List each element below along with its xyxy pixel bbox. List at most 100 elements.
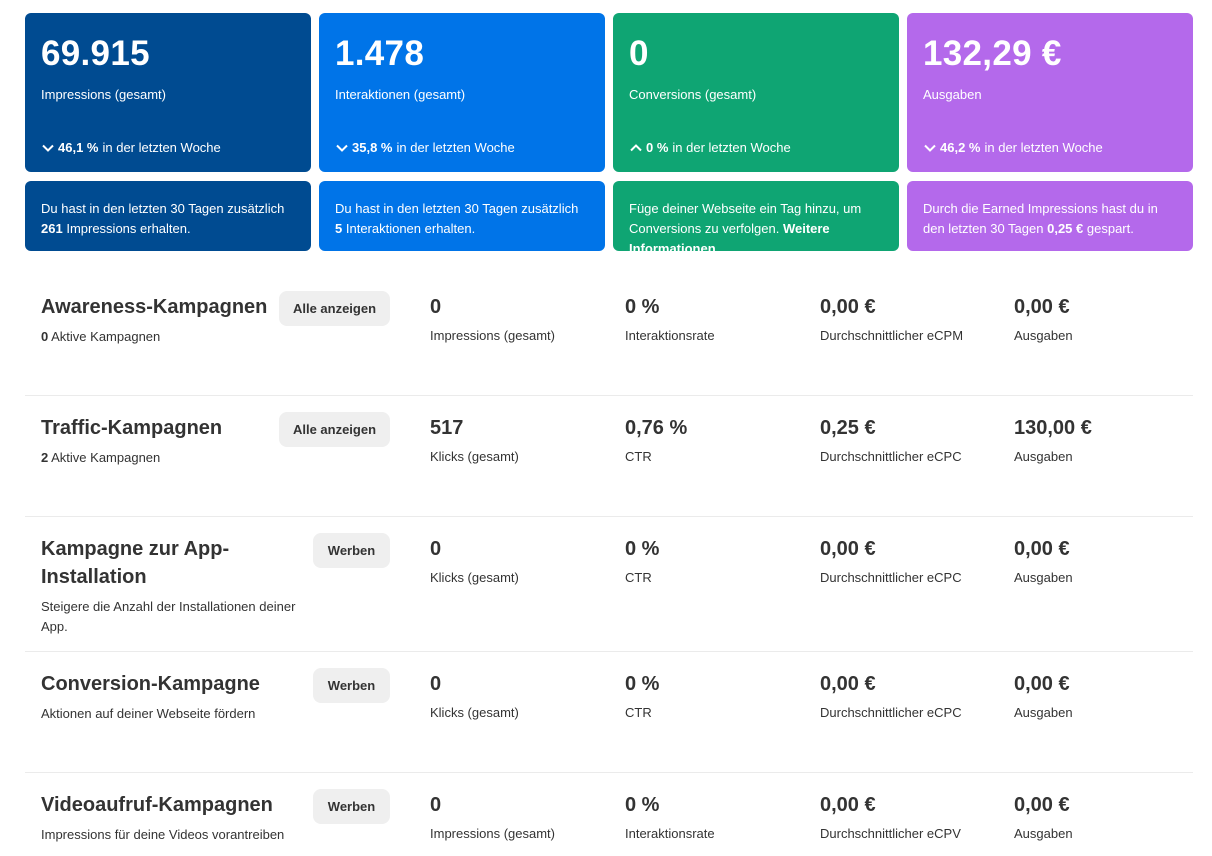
metric-clicks: 0 Klicks (gesamt) [430, 671, 610, 722]
metric-ctr: 0,76 % CTR [625, 415, 805, 466]
interactions-trend-value: 35,8 % [352, 140, 393, 155]
metric-label: Interaktionsrate [625, 826, 715, 841]
metric-value: 517 [430, 417, 464, 439]
interactions-trend-text: in der letzten Woche [396, 140, 515, 155]
campaign-subtitle: Impressions für deine Videos vorantreibe… [41, 827, 285, 842]
impressions-note-end: Impressions erhalten. [66, 221, 191, 236]
metric-value: 0,00 € [1014, 673, 1070, 695]
metric-label: Impressions (gesamt) [430, 826, 555, 841]
metric-spend: 0,00 € Ausgaben [1014, 792, 1194, 843]
metric-engagement-rate: 0 % Interaktionsrate [625, 294, 805, 345]
interactions-note-end: Interaktionen erhalten. [345, 221, 476, 236]
spend-note: Durch die Earned Impressions hast du in … [907, 181, 1193, 251]
metric-impressions: 0 Impressions (gesamt) [430, 792, 610, 843]
metric-label: Interaktionsrate [625, 328, 715, 343]
metric-ecpc: 0,25 € Durchschnittlicher eCPC [820, 415, 1000, 466]
impressions-trend: 46,1 % in der letzten Woche [41, 139, 221, 157]
impressions-label: Impressions (gesamt) [41, 87, 166, 102]
spend-trend-text: in der letzten Woche [984, 140, 1103, 155]
metric-label: Ausgaben [1014, 328, 1073, 343]
conversions-trend-value: 0 % [646, 140, 669, 155]
metric-value: 0 % [625, 673, 660, 695]
metric-label: Klicks (gesamt) [430, 705, 519, 720]
active-label: Aktive Kampagnen [51, 329, 161, 344]
impressions-note: Du hast in den letzten 30 Tagen zusätzli… [25, 181, 311, 251]
interactions-note: Du hast in den letzten 30 Tagen zusätzli… [319, 181, 605, 251]
metric-label: CTR [625, 570, 652, 585]
interactions-card[interactable]: 1.478 Interaktionen (gesamt) 35,8 % in d… [319, 13, 605, 172]
metric-spend: 130,00 € Ausgaben [1014, 415, 1194, 466]
spend-note-end: gespart. [1086, 221, 1134, 236]
promote-button[interactable]: Werben [313, 668, 390, 703]
interactions-label: Interaktionen (gesamt) [335, 87, 466, 102]
metric-value: 0 [430, 538, 442, 560]
metric-ecpc: 0,00 € Durchschnittlicher eCPC [820, 536, 1000, 587]
metric-label: Impressions (gesamt) [430, 328, 555, 343]
interactions-note-text: Du hast in den letzten 30 Tagen zusätzli… [335, 201, 579, 216]
metric-value: 0 [430, 794, 442, 816]
conversions-trend: 0 % in der letzten Woche [629, 139, 791, 157]
metric-ctr: 0 % CTR [625, 671, 805, 722]
impressions-trend-text: in der letzten Woche [102, 140, 221, 155]
metric-ecpv: 0,00 € Durchschnittlicher eCPV [820, 792, 1000, 843]
metric-value: 0 % [625, 538, 660, 560]
metric-label: CTR [625, 705, 652, 720]
metric-ecpc: 0,00 € Durchschnittlicher eCPC [820, 671, 1000, 722]
interactions-note-bold: 5 [335, 221, 343, 236]
metric-spend: 0,00 € Ausgaben [1014, 671, 1194, 722]
metric-impressions: 0 Impressions (gesamt) [430, 294, 610, 345]
campaign-title-line: Kampagne zur App- [41, 538, 230, 560]
active-label: Aktive Kampagnen [51, 450, 161, 465]
metric-clicks: 517 Klicks (gesamt) [430, 415, 610, 466]
campaign-subtitle: 2 Aktive Kampagnen [41, 448, 160, 468]
campaign-title: Traffic-Kampagnen [41, 417, 223, 439]
metric-label: Durchschnittlicher eCPC [820, 449, 962, 464]
campaign-title: Conversion-Kampagne [41, 673, 260, 695]
metric-value: 0,25 € [820, 417, 876, 439]
promote-button[interactable]: Werben [313, 533, 390, 568]
campaign-title: Awareness-Kampagnen [41, 296, 268, 318]
spend-card[interactable]: 132,29 € Ausgaben 46,2 % in der letzten … [907, 13, 1193, 172]
campaign-subtitle: 0 Aktive Kampagnen [41, 327, 160, 347]
metric-value: 0,00 € [1014, 794, 1070, 816]
campaign-subtitle: Aktionen auf deiner Webseite fördern [41, 706, 256, 721]
conversions-note: Füge deiner Webseite ein Tag hinzu, um C… [613, 181, 899, 251]
conversions-card[interactable]: 0 Conversions (gesamt) 0 % in der letzte… [613, 13, 899, 172]
campaign-title: Videoaufruf-Kampagnen [41, 794, 273, 816]
chevron-up-icon [630, 144, 642, 152]
spend-label: Ausgaben [923, 87, 982, 102]
spend-note-bold: 0,25 € [1047, 221, 1084, 236]
metric-value: 0 [430, 296, 442, 318]
chevron-down-icon [336, 144, 348, 152]
impressions-card[interactable]: 69.915 Impressions (gesamt) 46,1 % in de… [25, 13, 311, 172]
metric-ctr: 0 % CTR [625, 536, 805, 587]
metric-ecpm: 0,00 € Durchschnittlicher eCPM [820, 294, 1000, 345]
metric-label: CTR [625, 449, 652, 464]
campaign-row-video: Videoaufruf-Kampagnen Impressions für de… [25, 773, 1193, 856]
campaign-subtitle: Steigere die Anzahl der Installationen d… [41, 599, 296, 634]
metric-clicks: 0 Klicks (gesamt) [430, 536, 610, 587]
show-all-button[interactable]: Alle anzeigen [279, 291, 390, 326]
promote-button[interactable]: Werben [313, 789, 390, 824]
metric-label: Durchschnittlicher eCPV [820, 826, 961, 841]
spend-value: 132,29 € [923, 34, 1062, 73]
metric-value: 0 % [625, 794, 660, 816]
metric-value: 0,00 € [820, 296, 876, 318]
metric-value: 0,00 € [820, 794, 876, 816]
chevron-down-icon [42, 144, 54, 152]
metric-value: 0 % [625, 296, 660, 318]
impressions-value: 69.915 [41, 34, 150, 73]
more-info-link[interactable]: Weitere Informationen [629, 221, 830, 251]
metric-label: Klicks (gesamt) [430, 570, 519, 585]
campaign-row-app-install: Kampagne zur App- Installation Steigere … [25, 517, 1193, 652]
metric-label: Durchschnittlicher eCPC [820, 705, 962, 720]
spend-trend-value: 46,2 % [940, 140, 981, 155]
chevron-down-icon [924, 144, 936, 152]
metric-label: Durchschnittlicher eCPC [820, 570, 962, 585]
metric-label: Ausgaben [1014, 826, 1073, 841]
conversions-note-text: Füge deiner Webseite ein Tag hinzu, um C… [629, 201, 862, 236]
show-all-button[interactable]: Alle anzeigen [279, 412, 390, 447]
stat-cards: 69.915 Impressions (gesamt) 46,1 % in de… [25, 13, 1193, 251]
campaign-title-line: Installation [41, 566, 147, 588]
